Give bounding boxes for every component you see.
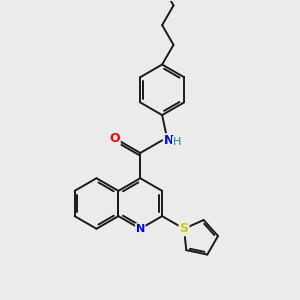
Text: N: N: [136, 224, 145, 234]
Text: O: O: [110, 132, 120, 146]
Text: N: N: [164, 134, 174, 147]
Text: H: H: [172, 137, 181, 147]
Text: S: S: [179, 222, 188, 235]
